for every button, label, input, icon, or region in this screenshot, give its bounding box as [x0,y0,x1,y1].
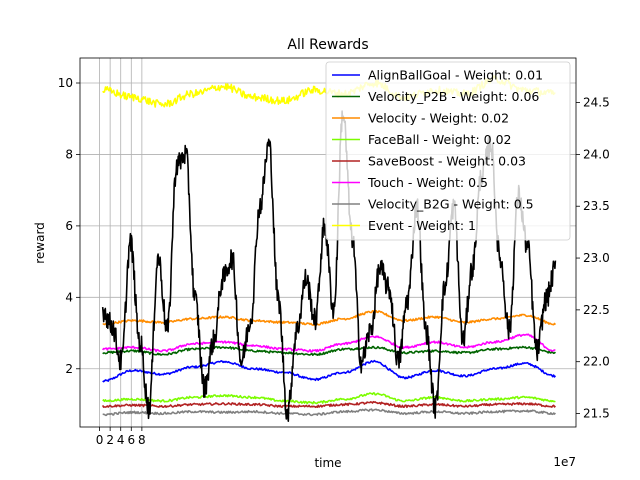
legend-label: AlignBallGoal - Weight: 0.01 [368,68,543,83]
x-tick-label: 0 [96,433,104,447]
series-line [102,408,556,417]
y2-tick-label: 24.0 [583,147,610,161]
y-tick-label: 10 [58,76,73,90]
x-tick-label: 6 [127,433,135,447]
y2-tick-label: 23.0 [583,251,610,265]
x-tick-label: 4 [117,433,125,447]
y-axis-ticks: 2 4 6 8 10 [58,76,80,376]
legend-label: Velocity_B2G - Weight: 0.5 [368,197,534,212]
y2-tick-label: 22.0 [583,355,610,369]
series-line [102,333,556,353]
y2-tick-label: 24.5 [583,96,610,110]
legend-label: Event - Weight: 1 [368,218,476,233]
y-tick-label: 4 [65,290,73,304]
legend-box [325,61,571,241]
x-axis-offset-label: 1e7 [553,455,576,469]
legend-label: FaceBall - Weight: 0.02 [368,132,511,147]
y-tick-label: 2 [65,362,73,376]
series-line [102,309,557,326]
y2-tick-label: 21.5 [583,407,610,421]
legend-label: Velocity - Weight: 0.02 [368,111,509,126]
series-line [102,392,556,405]
legend-label: SaveBoost - Weight: 0.03 [368,154,526,169]
y2-axis-ticks: 21.5 22.0 22.5 23.0 23.5 24.0 24.5 [576,96,610,421]
legend-label: Touch - Weight: 0.5 [367,175,488,190]
chart-title: All Rewards [287,37,368,53]
y2-tick-label: 23.5 [583,199,610,213]
series-line [101,400,556,409]
y2-tick-label: 22.5 [583,303,610,317]
x-tick-label: 2 [106,433,114,447]
series-line [102,359,557,383]
x-axis-label: time [314,456,341,470]
y-axis-label: reward [33,222,47,264]
legend-label: Velocity_P2B - Weight: 0.06 [368,89,539,104]
y-tick-label: 8 [65,147,73,161]
y-tick-label: 6 [65,219,73,233]
series-line [102,345,556,357]
legend: AlignBallGoal - Weight: 0.01 Velocity_P2B… [325,61,571,241]
x-tick-label: 8 [138,433,146,447]
plot-frame [79,57,577,428]
